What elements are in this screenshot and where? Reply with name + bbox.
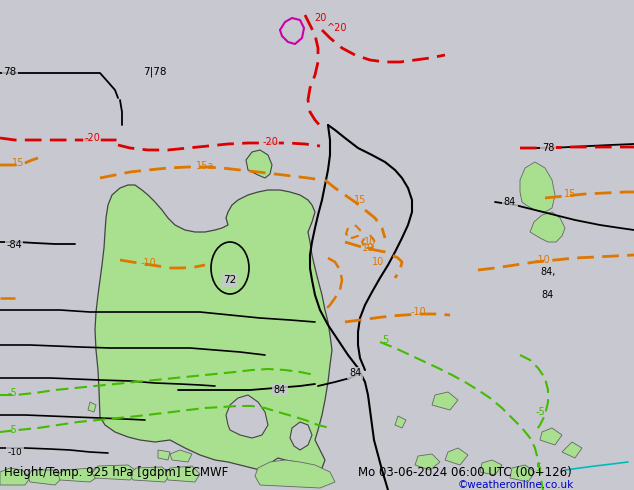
Polygon shape: [92, 465, 138, 480]
Polygon shape: [432, 392, 458, 410]
Polygon shape: [95, 185, 332, 472]
Text: -10: -10: [534, 255, 550, 265]
Text: 78: 78: [3, 67, 16, 77]
Text: Mo 03-06-2024 06:00 UTC (00+126): Mo 03-06-2024 06:00 UTC (00+126): [358, 466, 572, 479]
Text: 15: 15: [354, 195, 366, 205]
Text: 84: 84: [349, 368, 361, 378]
Text: -5: -5: [535, 407, 545, 417]
Text: 10: 10: [362, 243, 374, 253]
Text: -20: -20: [262, 137, 278, 147]
Text: 10: 10: [364, 237, 376, 247]
Text: 15a: 15a: [196, 161, 214, 171]
Polygon shape: [88, 402, 96, 412]
Text: 20: 20: [314, 13, 326, 23]
Text: 84: 84: [542, 290, 554, 300]
Text: 78: 78: [542, 143, 554, 153]
Text: -5: -5: [7, 388, 17, 398]
Text: -5: -5: [7, 425, 17, 435]
Polygon shape: [170, 450, 192, 462]
Polygon shape: [480, 460, 502, 475]
Text: ^20: ^20: [327, 23, 347, 33]
Text: 5: 5: [535, 463, 541, 473]
Text: -10: -10: [8, 447, 22, 457]
Polygon shape: [0, 468, 30, 485]
Polygon shape: [246, 150, 272, 178]
Text: 7|78: 7|78: [143, 67, 167, 77]
Polygon shape: [166, 466, 200, 482]
Text: Height/Temp. 925 hPa [gdpm] ECMWF: Height/Temp. 925 hPa [gdpm] ECMWF: [4, 466, 228, 479]
Text: 84: 84: [274, 385, 286, 395]
Polygon shape: [540, 428, 562, 445]
Polygon shape: [562, 442, 582, 458]
Text: -10: -10: [140, 258, 156, 268]
Polygon shape: [58, 468, 100, 482]
Text: 84: 84: [504, 197, 516, 207]
Text: -10: -10: [410, 307, 426, 317]
Text: -84: -84: [6, 240, 22, 250]
Text: ©weatheronline.co.uk: ©weatheronline.co.uk: [458, 480, 574, 490]
Polygon shape: [445, 448, 468, 465]
Polygon shape: [255, 460, 335, 488]
Polygon shape: [520, 162, 555, 212]
Polygon shape: [290, 422, 312, 450]
Polygon shape: [395, 416, 406, 428]
Polygon shape: [158, 450, 170, 460]
Text: 15: 15: [12, 158, 24, 168]
Polygon shape: [510, 465, 535, 482]
Text: -20: -20: [84, 133, 100, 143]
Polygon shape: [28, 470, 62, 485]
Polygon shape: [530, 212, 565, 242]
Polygon shape: [226, 395, 268, 438]
Text: 15: 15: [564, 189, 576, 199]
Polygon shape: [130, 467, 170, 482]
Text: 84,: 84,: [540, 267, 555, 277]
Polygon shape: [415, 454, 440, 470]
Text: 5: 5: [382, 335, 388, 345]
Text: 72: 72: [223, 275, 236, 285]
Text: 10: 10: [372, 257, 384, 267]
